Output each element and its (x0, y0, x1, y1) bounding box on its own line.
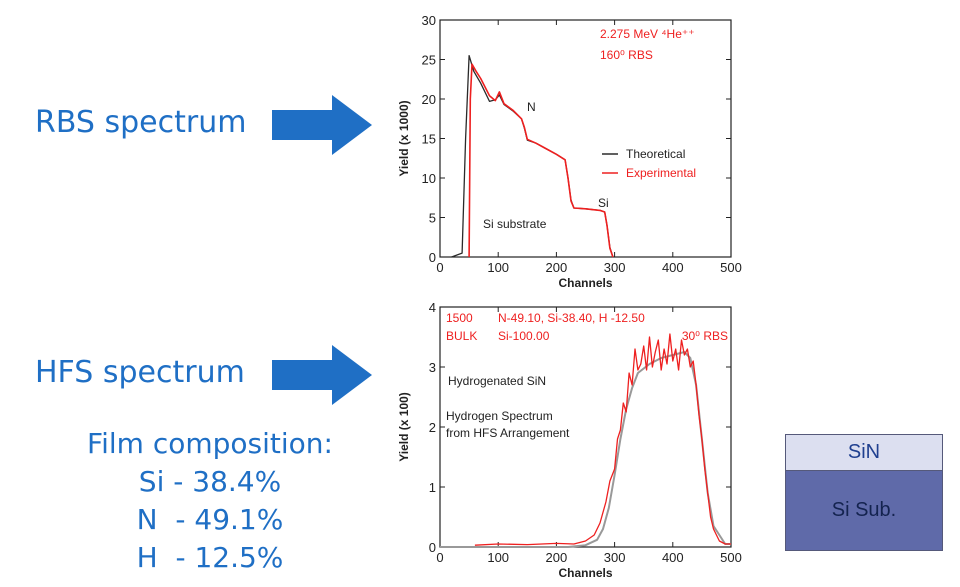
x-tick-label: 200 (546, 550, 568, 565)
hfs-geometry-annotation: 30⁰ RBS (682, 329, 728, 343)
beam-annotation: 2.275 MeV ⁴He⁺⁺ (600, 27, 695, 41)
hfs-spectrum-label: HFS spectrum (35, 355, 245, 390)
x-tick-label: 500 (720, 260, 742, 275)
x-tick-label: 400 (662, 550, 684, 565)
y-tick-label: 1 (429, 480, 436, 495)
layer-diagram: SiN Si Sub. (785, 434, 943, 551)
geometry-annotation: 160⁰ RBS (600, 48, 653, 62)
x-tick-label: 0 (436, 260, 443, 275)
substrate-label: Si substrate (483, 217, 547, 231)
rbs-spectrum-label: RBS spectrum (35, 105, 247, 140)
si-edge-label: Si (598, 196, 609, 210)
x-tick-label: 100 (487, 550, 509, 565)
composition-n: N - 49.1% (136, 503, 284, 536)
x-axis-label: Channels (558, 276, 612, 290)
hfs-header-mid-2: Si-100.00 (498, 329, 550, 343)
rbs-arrow-icon (272, 95, 372, 155)
composition-h: H - 12.5% (136, 541, 284, 574)
hfs-header-left-2: BULK (446, 329, 477, 343)
y-tick-label: 0 (429, 250, 436, 265)
sin-layer: SiN (785, 434, 943, 471)
hfs-note-line-2: from HFS Arrangement (446, 426, 570, 440)
x-tick-label: 0 (436, 550, 443, 565)
composition-si: Si - 38.4% (138, 465, 282, 498)
x-axis-label: Channels (558, 566, 612, 580)
x-tick-label: 100 (487, 260, 509, 275)
x-tick-label: 400 (662, 260, 684, 275)
x-tick-label: 200 (546, 260, 568, 275)
experimental-series-line (468, 63, 614, 258)
y-axis-label: Yield (x 100) (397, 392, 411, 462)
n-edge-label: N (527, 100, 536, 114)
y-tick-label: 10 (422, 171, 436, 186)
y-tick-label: 15 (422, 132, 436, 147)
y-tick-label: 30 (422, 13, 436, 28)
legend-theoretical-label: Theoretical (626, 147, 685, 161)
hfs-header-mid-1: N-49.10, Si-38.40, H -12.50 (498, 311, 645, 325)
x-tick-label: 300 (604, 260, 626, 275)
composition-title: Film composition: (87, 427, 333, 460)
y-axis-label: Yield (x 1000) (397, 100, 411, 176)
hfs-experimental-line (474, 333, 731, 546)
y-tick-label: 4 (429, 300, 436, 315)
y-tick-label: 20 (422, 92, 436, 107)
x-tick-label: 500 (720, 550, 742, 565)
y-tick-label: 3 (429, 360, 436, 375)
y-tick-label: 2 (429, 420, 436, 435)
hfs-arrow-icon (272, 345, 372, 405)
si-substrate-layer: Si Sub. (785, 471, 943, 551)
film-composition: Film composition: Si - 38.4% N - 49.1% H… (60, 425, 360, 577)
hfs-header-left-1: 1500 (446, 311, 473, 325)
hfs-note-line-1: Hydrogen Spectrum (446, 409, 553, 423)
legend-experimental-label: Experimental (626, 166, 696, 180)
hfs-sample-label: Hydrogenated SiN (448, 374, 546, 388)
y-tick-label: 25 (422, 53, 436, 68)
y-tick-label: 0 (429, 540, 436, 555)
y-tick-label: 5 (429, 211, 436, 226)
x-tick-label: 300 (604, 550, 626, 565)
